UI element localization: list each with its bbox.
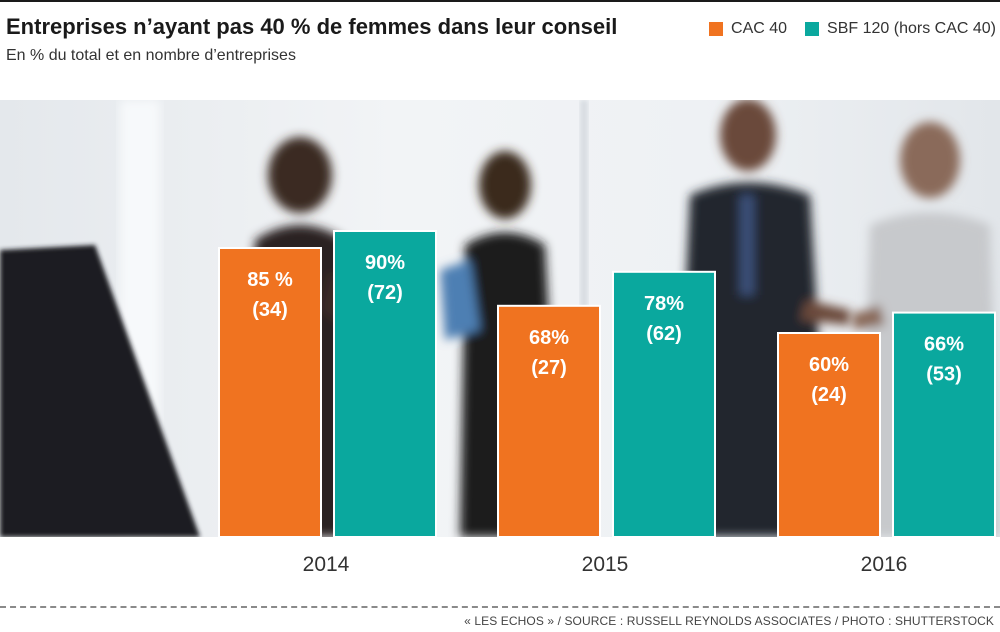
bar-cac-40-2014 [218, 247, 322, 538]
legend-label-sbf120: SBF 120 (hors CAC 40) [827, 20, 996, 37]
bar-value-label-cac-40-2014: 85 % [247, 269, 293, 291]
bar-value-label-cac-40-2016: 60% [809, 354, 849, 376]
bar-value-label-sbf-120-hors-cac-40-2016: 66% [924, 334, 964, 356]
footer-divider [0, 606, 1000, 608]
x-tick-2016: 2016 [860, 553, 908, 576]
bar-count-label-sbf-120-hors-cac-40-2014: (72) [367, 282, 403, 304]
legend-item-sbf120: SBF 120 (hors CAC 40) [805, 20, 996, 38]
bar-count-label-sbf-120-hors-cac-40-2015: (62) [646, 323, 682, 345]
page-title: Entreprises n’ayant pas 40 % de femmes d… [6, 14, 618, 39]
bar-sbf-120-hors-cac-40-2014 [333, 230, 437, 538]
bar-value-label-sbf-120-hors-cac-40-2015: 78% [644, 293, 684, 315]
bar-count-label-cac-40-2014: (34) [252, 299, 288, 321]
bar-count-label-cac-40-2016: (24) [811, 384, 847, 406]
bar-value-label-sbf-120-hors-cac-40-2014: 90% [365, 252, 405, 274]
legend-swatch-sbf120 [805, 22, 820, 36]
legend-item-cac40: CAC 40 [709, 20, 787, 38]
legend-label-cac40: CAC 40 [731, 20, 788, 37]
source-note: « LES ECHOS » / SOURCE : RUSSELL REYNOLD… [464, 614, 994, 628]
x-tick-2015: 2015 [581, 553, 629, 576]
legend: CAC 40 SBF 120 (hors CAC 40) [691, 20, 996, 38]
bar-count-label-cac-40-2015: (27) [531, 357, 567, 379]
bar-sbf-120-hors-cac-40-2015 [612, 270, 716, 538]
x-tick-2014: 2014 [302, 553, 350, 576]
bar-value-label-cac-40-2015: 68% [529, 327, 569, 349]
bar-sbf-120-hors-cac-40-2016 [892, 311, 996, 538]
bar-cac-40-2016 [777, 332, 881, 538]
bar-count-label-sbf-120-hors-cac-40-2016: (53) [926, 364, 962, 386]
top-rule [0, 0, 1000, 2]
legend-swatch-cac40 [709, 22, 724, 36]
page-subtitle: En % du total et en nombre d’entreprises [6, 47, 296, 64]
bar-cac-40-2015 [497, 304, 601, 538]
